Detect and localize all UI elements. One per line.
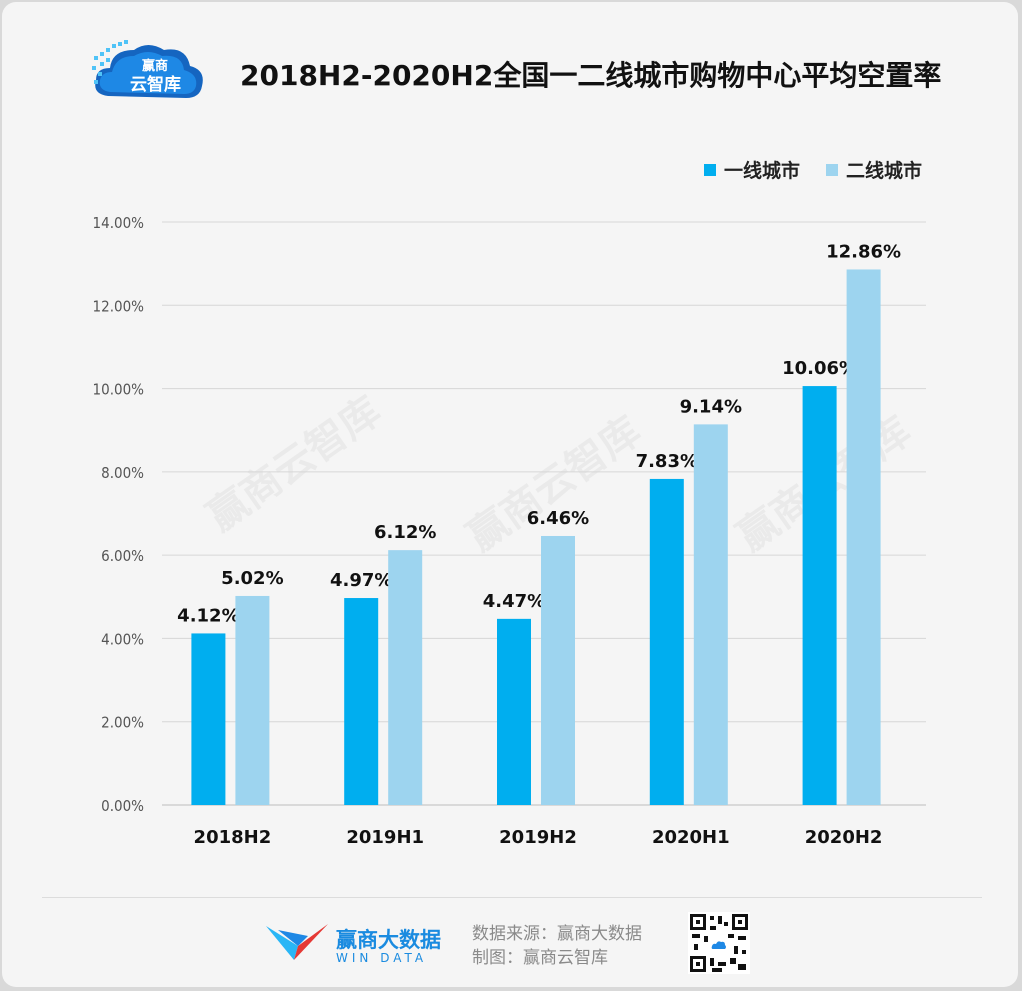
logo-text-top: 赢商	[142, 58, 168, 74]
data-label: 6.46%	[527, 508, 589, 529]
data-label: 9.14%	[680, 396, 742, 417]
x-tick-label: 2020H1	[652, 827, 730, 848]
logo-text-bottom: 云智库	[130, 74, 181, 95]
data-label: 4.12%	[177, 605, 239, 626]
footer-divider	[42, 897, 982, 898]
legend-label-tier2: 二线城市	[845, 160, 922, 182]
bar	[191, 633, 226, 805]
data-label: 6.12%	[374, 522, 436, 543]
brand-name: 赢商大数据	[336, 928, 441, 952]
y-tick-label: 14.00%	[93, 214, 145, 232]
data-label: 7.83%	[636, 451, 698, 472]
x-tick-label: 2019H2	[499, 827, 577, 848]
brand-sub: WIN DATA	[336, 951, 428, 965]
chart-title: 2018H2-2020H2全国一二线城市购物中心平均空置率	[240, 59, 942, 92]
data-label: 4.97%	[330, 570, 392, 591]
legend: 一线城市 二线城市	[703, 156, 922, 183]
source-line: 数据来源：赢商大数据	[472, 924, 642, 944]
y-tick-label: 8.00%	[101, 464, 144, 482]
header: 赢商 云智库 2018H2-2020H2全国一二线城市购物中心平均空置率	[2, 2, 1018, 122]
x-tick-label: 2020H2	[805, 827, 883, 848]
legend-swatch-tier2	[825, 163, 838, 176]
x-tick-label: 2019H1	[346, 827, 424, 848]
source-info: 数据来源：赢商大数据 制图：赢商云智库	[472, 922, 642, 970]
yingshang-cloud-logo: 赢商 云智库	[92, 40, 203, 98]
legend-item-tier2: 二线城市	[825, 156, 922, 183]
bar	[846, 269, 881, 805]
bar	[802, 386, 837, 805]
data-label: 12.86%	[826, 241, 901, 262]
windata-brand: 赢商大数据 WIN DATA	[264, 920, 464, 970]
legend-item-tier1: 一线城市	[703, 156, 800, 183]
x-tick-label: 2018H2	[194, 827, 272, 848]
qr-code-icon	[688, 912, 750, 974]
y-tick-label: 10.00%	[93, 381, 145, 399]
maker-line: 制图：赢商云智库	[472, 948, 608, 968]
y-tick-label: 6.00%	[101, 547, 144, 565]
bar	[541, 535, 575, 805]
legend-label-tier1: 一线城市	[723, 160, 800, 182]
bar	[649, 478, 684, 805]
y-tick-label: 4.00%	[101, 630, 144, 648]
bar	[235, 595, 270, 805]
y-tick-label: 0.00%	[101, 797, 144, 815]
y-tick-label: 12.00%	[93, 297, 145, 315]
bar	[388, 550, 423, 805]
bar	[344, 598, 379, 805]
data-label: 5.02%	[221, 568, 283, 589]
data-label: 4.47%	[483, 591, 545, 612]
y-tick-label: 2.00%	[101, 714, 144, 732]
bar	[693, 424, 728, 805]
data-label: 10.06%	[782, 358, 857, 379]
bar-chart: 0.00% 2.00% 4.00% 6.00% 8.00% 10.00% 12.00% 14.…	[93, 214, 926, 848]
windata-logo-icon	[266, 924, 328, 960]
legend-swatch-tier1	[703, 163, 716, 176]
bar	[497, 618, 531, 805]
